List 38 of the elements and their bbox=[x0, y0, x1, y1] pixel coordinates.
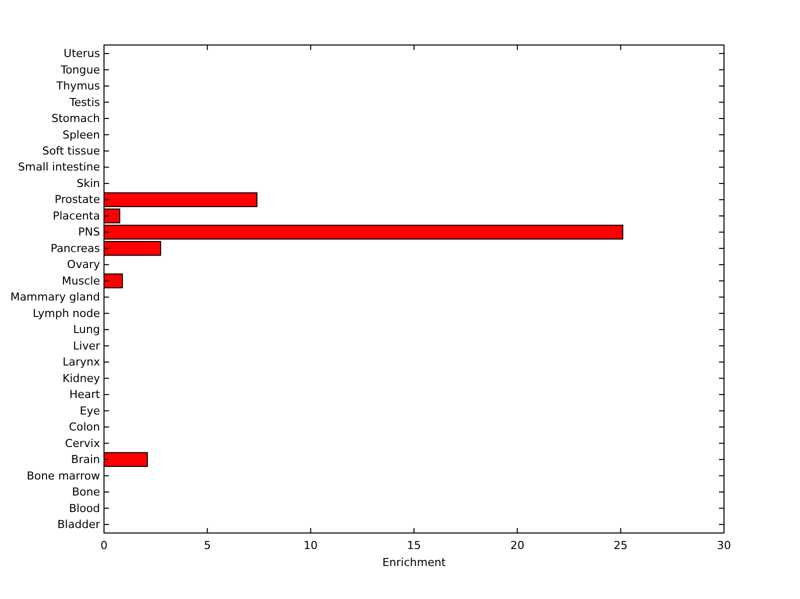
y-tick-label: Thymus bbox=[55, 80, 100, 93]
y-tick-label: PNS bbox=[78, 226, 100, 239]
x-tick-label: 0 bbox=[100, 538, 108, 552]
y-tick-label: Lung bbox=[73, 323, 100, 336]
y-tick-label: Bone bbox=[72, 486, 100, 499]
x-tick-label: 15 bbox=[407, 538, 421, 552]
y-tick-label: Eye bbox=[80, 404, 100, 418]
y-tick-label: Stomach bbox=[51, 112, 100, 126]
x-tick-label: 10 bbox=[304, 538, 318, 552]
y-tick-label: Larynx bbox=[62, 356, 100, 369]
y-tick-label: Heart bbox=[69, 388, 101, 402]
x-tick-label: 30 bbox=[717, 538, 731, 552]
y-tick-label: Pancreas bbox=[50, 242, 100, 255]
y-tick-label: Ovary bbox=[67, 258, 100, 272]
y-tick-label: Cervix bbox=[64, 436, 100, 450]
x-tick-label: 5 bbox=[204, 538, 211, 552]
y-tick-label: Soft tissue bbox=[42, 144, 100, 158]
y-tick-label: Prostate bbox=[54, 193, 100, 206]
y-tick-label: Colon bbox=[68, 420, 100, 434]
x-tick-label: 25 bbox=[614, 538, 628, 552]
y-tick-label: Bone marrow bbox=[26, 469, 100, 482]
y-tick-label: Kidney bbox=[62, 372, 100, 385]
y-tick-label: Lymph node bbox=[32, 306, 100, 320]
y-tick-label: Testis bbox=[68, 96, 100, 109]
y-tick-label: Mammary gland bbox=[10, 290, 100, 304]
y-tick-label: Brain bbox=[71, 453, 100, 466]
y-tick-label: Placenta bbox=[52, 209, 100, 222]
y-tick-label: Liver bbox=[73, 339, 100, 352]
x-axis-title: Enrichment bbox=[382, 556, 446, 569]
y-tick-label: Skin bbox=[76, 176, 100, 190]
y-tick-label: Muscle bbox=[62, 274, 100, 288]
y-tick-label: Small intestine bbox=[18, 160, 100, 174]
y-tick-label: Tongue bbox=[60, 63, 100, 76]
y-tick-label: Blood bbox=[68, 502, 100, 515]
x-tick-label: 20 bbox=[510, 538, 524, 552]
y-tick-label: Uterus bbox=[64, 47, 100, 60]
y-tick-label: Spleen bbox=[62, 128, 100, 142]
y-tick-label: Bladder bbox=[57, 518, 100, 531]
